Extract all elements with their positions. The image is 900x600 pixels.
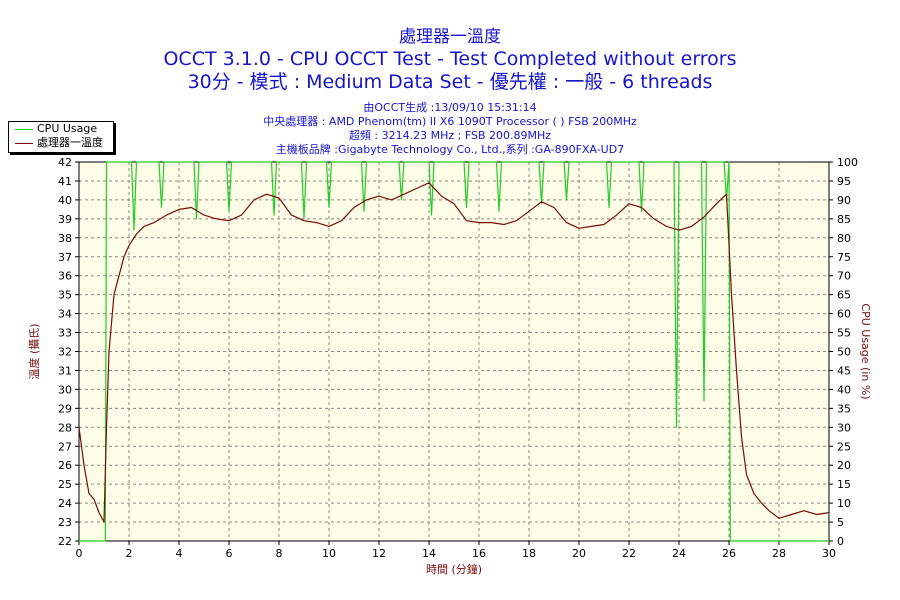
info-cpu: 中央處理器 : AMD Phenom(tm) II X6 1090T Proce… (263, 115, 637, 128)
series-line-cpu-usage (79, 161, 829, 542)
chart-titles: 處理器一溫度 OCCT 3.1.0 - CPU OCCT Test - Test… (0, 26, 900, 94)
chart-subtitle-1: OCCT 3.1.0 - CPU OCCT Test - Test Comple… (163, 48, 737, 70)
y-left-tick-label: 40 (58, 194, 72, 207)
y-right-tick-label: 15 (837, 478, 851, 491)
x-tick-label: 26 (722, 547, 736, 560)
y-right-tick-label: 70 (837, 270, 851, 283)
chart-title: 處理器一溫度 (399, 27, 501, 47)
info-generated: 由OCCT生成 :13/09/10 15:31:14 (363, 101, 537, 114)
y-right-tick-label: 95 (837, 175, 851, 188)
y-right-tick-label: 100 (837, 156, 858, 169)
y-left-tick-label: 33 (58, 327, 72, 340)
y-right-tick-label: 60 (837, 308, 851, 321)
info-overclock: 超頻 : 3214.23 MHz ; FSB 200.89MHz (348, 129, 552, 142)
y-left-tick-label: 31 (58, 364, 72, 377)
y-right-tick-label: 0 (837, 535, 844, 548)
y-axis-label-right: CPU Usage (in %) (859, 303, 872, 399)
y-right-tick-label: 75 (837, 251, 851, 264)
chart-legend: CPU Usage 處理器一溫度 (8, 121, 114, 153)
x-tick-label: 16 (472, 547, 486, 560)
info-motherboard: 主機板品牌 :Gigabyte Technology Co., Ltd.,系列 … (275, 143, 625, 156)
x-axis-label: 時間 (分鐘) (426, 562, 482, 576)
y-left-tick-label: 27 (58, 440, 72, 453)
y-left-tick-label: 37 (58, 251, 72, 264)
y-left-tick-label: 22 (58, 535, 72, 548)
y-left-tick-label: 32 (58, 346, 72, 359)
y-left-tick-label: 30 (58, 383, 72, 396)
y-right-tick-label: 90 (837, 194, 851, 207)
legend-swatch-temperature (15, 143, 33, 144)
x-tick-label: 20 (572, 547, 586, 560)
x-tick-label: 0 (76, 547, 83, 560)
y-right-tick-label: 80 (837, 232, 851, 245)
y-left-tick-label: 26 (58, 459, 72, 472)
y-right-tick-label: 30 (837, 421, 851, 434)
y-right-tick-label: 45 (837, 364, 851, 377)
x-tick-label: 10 (322, 547, 336, 560)
y-left-tick-label: 35 (58, 289, 72, 302)
y-left-tick-label: 29 (58, 402, 72, 415)
x-tick-label: 4 (176, 547, 183, 560)
y-left-tick-label: 41 (58, 175, 72, 188)
y-right-tick-label: 20 (837, 459, 851, 472)
legend-label-cpu-usage: CPU Usage (37, 122, 98, 135)
x-tick-label: 24 (672, 547, 686, 560)
y-left-tick-label: 23 (58, 516, 72, 529)
series-line-temperature (78, 182, 830, 523)
y-left-tick-label: 39 (58, 213, 72, 226)
y-right-tick-label: 5 (837, 516, 844, 529)
x-tick-label: 6 (226, 547, 233, 560)
y-right-tick-label: 55 (837, 327, 851, 340)
y-right-tick-label: 40 (837, 383, 851, 396)
legend-item-temperature: 處理器一溫度 (9, 136, 113, 150)
chart-subtitle-2: 30分 - 模式 : Medium Data Set - 優先權 : 一般 - … (187, 71, 713, 93)
x-tick-label: 2 (126, 547, 133, 560)
legend-label-temperature: 處理器一溫度 (37, 136, 103, 149)
x-tick-label: 14 (422, 547, 436, 560)
y-left-tick-label: 36 (58, 270, 72, 283)
legend-item-cpu-usage: CPU Usage (9, 122, 113, 136)
y-right-tick-label: 50 (837, 346, 851, 359)
y-left-tick-label: 25 (58, 478, 72, 491)
y-right-tick-label: 85 (837, 213, 851, 226)
y-axis-label-left: 溫度 (攝氏) (27, 323, 41, 379)
y-left-tick-label: 34 (58, 308, 72, 321)
x-tick-label: 22 (622, 547, 636, 560)
y-right-tick-label: 35 (837, 402, 851, 415)
y-right-tick-label: 65 (837, 289, 851, 302)
x-tick-label: 8 (276, 547, 283, 560)
x-tick-label: 28 (772, 547, 786, 560)
y-right-tick-label: 10 (837, 497, 851, 510)
y-left-tick-label: 38 (58, 232, 72, 245)
system-info: 由OCCT生成 :13/09/10 15:31:14 中央處理器 : AMD P… (0, 101, 900, 157)
y-left-tick-label: 24 (58, 497, 72, 510)
y-left-tick-label: 28 (58, 421, 72, 434)
y-right-tick-label: 25 (837, 440, 851, 453)
y-left-tick-label: 42 (58, 156, 72, 169)
x-tick-label: 12 (372, 547, 386, 560)
legend-swatch-cpu-usage (15, 129, 33, 130)
x-tick-label: 30 (822, 547, 836, 560)
x-tick-label: 18 (522, 547, 536, 560)
